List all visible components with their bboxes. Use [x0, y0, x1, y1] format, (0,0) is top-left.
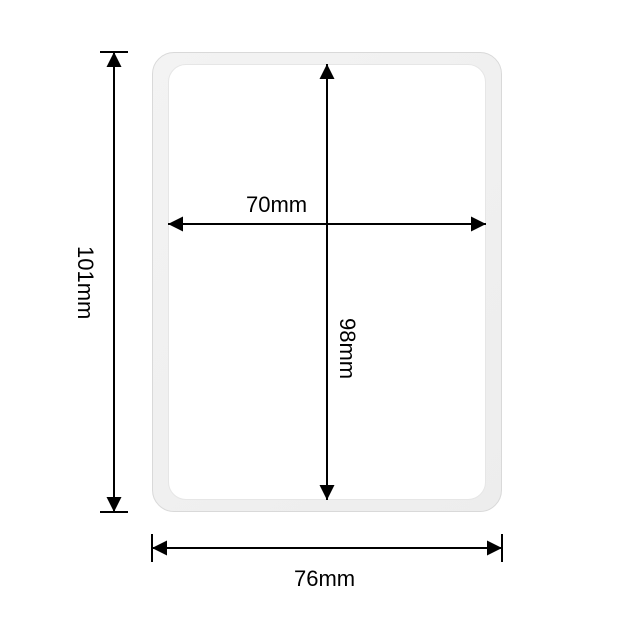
outer-width-label: 76mm	[294, 566, 355, 592]
inner-width-label: 70mm	[246, 192, 307, 218]
outer-height-label: 101mm	[72, 246, 98, 319]
outer-width-dim	[152, 534, 502, 562]
diagram-stage: 101mm 76mm 70mm 98mm	[0, 0, 640, 640]
inner-height-label: 98mm	[334, 318, 360, 379]
outer-height-dim	[100, 52, 128, 512]
sleeve-inner	[168, 64, 486, 500]
